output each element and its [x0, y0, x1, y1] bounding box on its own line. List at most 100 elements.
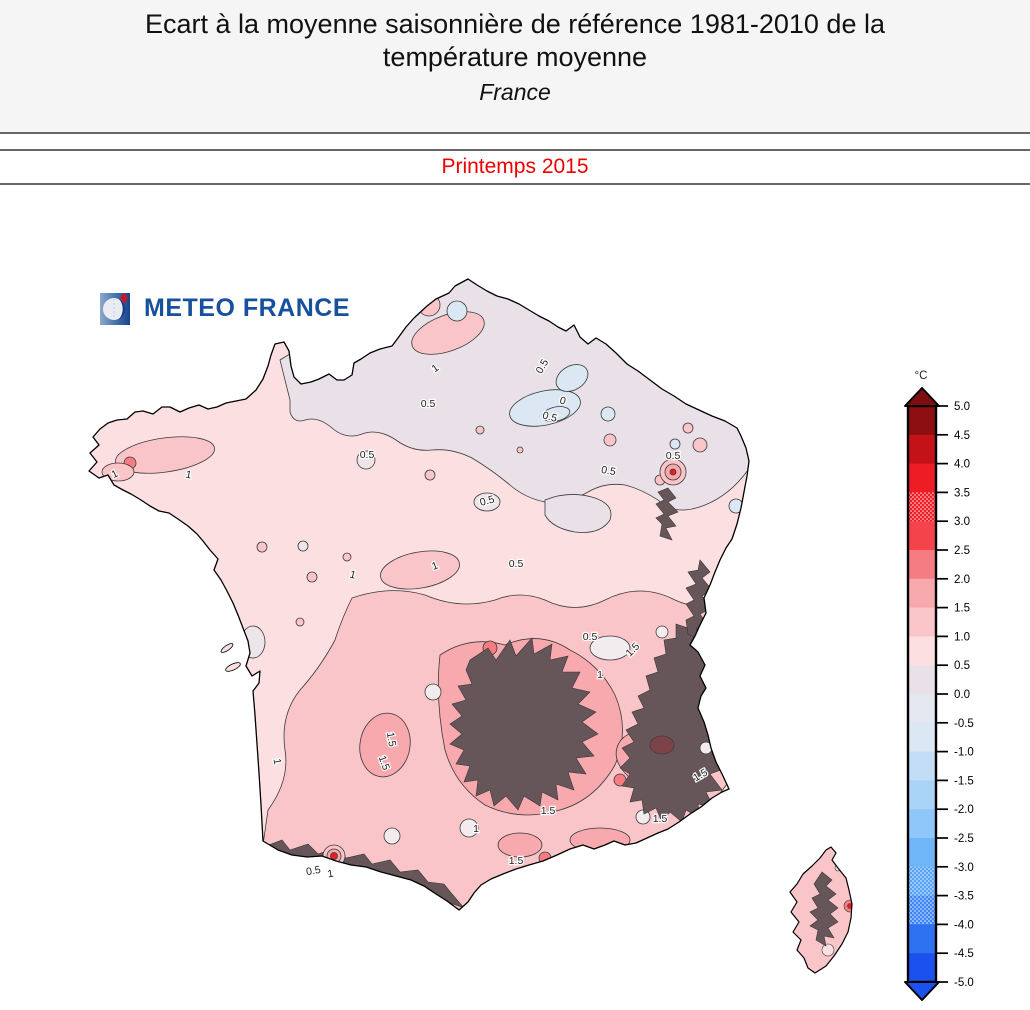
region-blue-patch [446, 300, 468, 322]
grey-dot [424, 683, 442, 701]
legend-colorbar: °C 5.0 4.5 4.0 3.5 3.0 2.5 2.0 1.5 1.0 0.5 0.0 -0.5 -… [904, 370, 974, 1001]
legend-tick-label: -1.0 [954, 747, 974, 759]
contour-label: 1 [271, 758, 284, 766]
legend-tick-label: 1.0 [954, 631, 970, 643]
region-blue-patch [555, 364, 589, 392]
grey-dot [589, 635, 631, 661]
region-blue-patch [509, 389, 581, 427]
header: Ecart à la moyenne saisonnière de référe… [0, 0, 1030, 133]
contour-label: 1.5 [384, 731, 398, 748]
legend-tick-label: -4.0 [954, 919, 974, 931]
pink-dot [424, 469, 436, 481]
logo-arrow-icon [119, 293, 129, 303]
region-provence-warm [569, 827, 631, 853]
pink-dot [682, 422, 694, 434]
contour-label: 0.5 [583, 631, 598, 643]
grey-dot [383, 827, 401, 845]
bullseye-pyrenees [322, 844, 346, 868]
legend-segment [908, 722, 936, 753]
contour-label: 1.5 [509, 855, 524, 867]
pink-dot [200, 578, 210, 588]
legend-segment [908, 694, 936, 724]
corsica-outline [789, 846, 853, 974]
contour-label: 1.5 [653, 813, 668, 825]
legend-tick-label: 3.5 [954, 487, 970, 499]
legend-tick-label: 3.0 [954, 516, 970, 528]
pink-dot [306, 571, 318, 583]
pink-dot [475, 425, 485, 435]
meteofrance-logo-text: METEO FRANCE [144, 293, 350, 322]
france-outline [88, 278, 750, 911]
corsica-light-spot [821, 943, 835, 957]
legend-segment [908, 924, 936, 954]
contour-label: 1.5 [541, 805, 556, 817]
legend-tick-label: 1.5 [954, 603, 970, 615]
grey-dot [356, 450, 376, 470]
legend-tick-label: 5.0 [954, 401, 970, 413]
divider-line-3 [0, 183, 1030, 185]
pink-dot [342, 552, 352, 562]
legend-tick-label: 4.0 [954, 459, 970, 471]
legend-arrow-down [904, 981, 940, 1001]
region-picardy-pink [411, 311, 485, 355]
contour-label: 1 [348, 569, 357, 582]
meteofrance-logo-icon [100, 293, 130, 325]
legend-arrow-up [904, 387, 940, 407]
contour-label: 0.5 [541, 409, 558, 424]
contour-label: 1 [185, 469, 193, 482]
region-languedoc-warm [497, 832, 543, 858]
legend-tick-label: 2.0 [954, 574, 970, 586]
region-blue-patch [669, 438, 681, 450]
legend-tick-label: -2.0 [954, 804, 974, 816]
legend-tick-label: 4.5 [954, 430, 970, 442]
blue-inner-contour [541, 406, 571, 422]
legend-unit-label: °C [915, 370, 928, 382]
pink-dot [295, 617, 305, 627]
legend-tick-label: 0.5 [954, 660, 970, 672]
divider-line-2 [0, 149, 1030, 151]
legend-tick-label: -1.5 [954, 775, 974, 787]
legend-segment [908, 665, 936, 695]
region-grey-tongue [544, 494, 612, 533]
legend-segment [908, 953, 936, 983]
legend-segment [908, 809, 936, 839]
contour-label: 0.5 [360, 449, 375, 461]
pink-dot [692, 437, 708, 453]
divider-line-1 [0, 132, 1030, 134]
contour-label: 0.5 [421, 398, 436, 410]
pink-dot [603, 433, 617, 447]
legend-tick-label: -5.0 [954, 977, 974, 989]
legend-segment [908, 434, 936, 465]
grey-dot [655, 625, 669, 639]
region-center-pink [380, 550, 460, 590]
contour-label: 1 [473, 823, 479, 835]
island-oleron [225, 662, 241, 672]
page-title-line1: Ecart à la moyenne saisonnière de référe… [145, 9, 885, 39]
legend-segment-stipple [908, 866, 936, 897]
legend-tick-label: -4.5 [954, 948, 974, 960]
region-sw-warm [359, 712, 411, 778]
legend-segment-stipple [908, 492, 936, 522]
legend-tick-label: 0.0 [954, 689, 970, 701]
pink-dot [516, 446, 524, 454]
region-brittany-pink [115, 436, 215, 474]
pink-dot [256, 541, 268, 553]
legend-segment [908, 463, 936, 493]
legend-segment [908, 636, 936, 666]
legend-segment [908, 751, 936, 781]
legend-segment [908, 780, 936, 810]
contour-label: 1 [597, 669, 603, 681]
legend-segment [908, 521, 936, 551]
legend-segment-stipple [908, 895, 936, 925]
terrain-massif-central [449, 637, 599, 811]
contour-label: 0.5 [666, 450, 681, 462]
region-brittany-pink [101, 462, 135, 482]
legend-tick-label: -3.5 [954, 891, 974, 903]
legend-tick-label: -0.5 [954, 718, 974, 730]
region-blue-patch [600, 406, 616, 422]
legend-segment [908, 607, 936, 637]
meteofrance-logo: METEO FRANCE [100, 291, 350, 325]
